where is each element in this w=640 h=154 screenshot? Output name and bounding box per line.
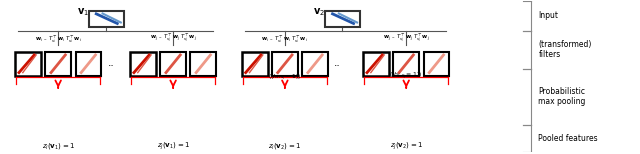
Bar <box>364 52 389 76</box>
Text: $z_i(\mathbf{v}_1)=1$: $z_i(\mathbf{v}_1)=1$ <box>42 142 75 152</box>
Bar <box>88 10 124 27</box>
Text: $\mathbf{w}_i$ .. $T_{s_i}^\top\mathbf{w}_i$ $T_{s_i}^\top\mathbf{w}_i$: $\mathbf{w}_i$ .. $T_{s_i}^\top\mathbf{w… <box>261 34 308 45</box>
Text: $z_j(\mathbf{v}_2)=1$: $z_j(\mathbf{v}_2)=1$ <box>390 141 423 152</box>
Text: Input: Input <box>538 11 559 20</box>
Bar <box>76 52 101 76</box>
Bar <box>424 52 449 76</box>
Text: $\mathbf{v}_1$: $\mathbf{v}_1$ <box>77 6 89 18</box>
Bar <box>242 52 268 76</box>
Bar <box>302 52 328 76</box>
Text: $\mathbf{w}_i$ .. $T_{s_i}^\top\mathbf{w}_i$ $T_{s_i}^\top\mathbf{w}_i$: $\mathbf{w}_i$ .. $T_{s_i}^\top\mathbf{w… <box>35 34 82 45</box>
Text: $\mathbf{v}_2$: $\mathbf{v}_2$ <box>314 6 325 18</box>
Text: $z_j(\mathbf{v}_1)=1$: $z_j(\mathbf{v}_1)=1$ <box>157 141 189 152</box>
Text: ..: .. <box>108 58 114 68</box>
Bar <box>161 52 186 76</box>
Text: $((h_{i,s_i}=1))$: $((h_{i,s_i}=1))$ <box>268 73 301 82</box>
Text: Probabilistic
max pooling: Probabilistic max pooling <box>538 87 586 106</box>
Bar <box>272 52 298 76</box>
Text: $\mathbf{w}_j$ .. $T_{s_j}^\top\mathbf{w}_j$ $T_{s_j}^\top\mathbf{w}_j$: $\mathbf{w}_j$ .. $T_{s_j}^\top\mathbf{w… <box>383 32 430 45</box>
Text: ..: .. <box>334 58 341 68</box>
Text: Pooled features: Pooled features <box>538 134 598 143</box>
Bar <box>191 52 216 76</box>
Text: (transformed)
filters: (transformed) filters <box>538 40 592 59</box>
Text: $((h_{j,s_j}=1))$: $((h_{j,s_j}=1))$ <box>389 71 423 82</box>
Bar <box>45 52 71 76</box>
Bar <box>130 52 156 76</box>
Bar <box>15 52 41 76</box>
Text: $\mathbf{w}_j$ .. $T_{s_j}^\top\mathbf{w}_j$ $T_{s_j}^\top\mathbf{w}_j$: $\mathbf{w}_j$ .. $T_{s_j}^\top\mathbf{w… <box>150 32 196 45</box>
Bar <box>324 10 360 27</box>
Text: $z_i(\mathbf{v}_2)=1$: $z_i(\mathbf{v}_2)=1$ <box>268 142 301 152</box>
Bar <box>394 52 419 76</box>
